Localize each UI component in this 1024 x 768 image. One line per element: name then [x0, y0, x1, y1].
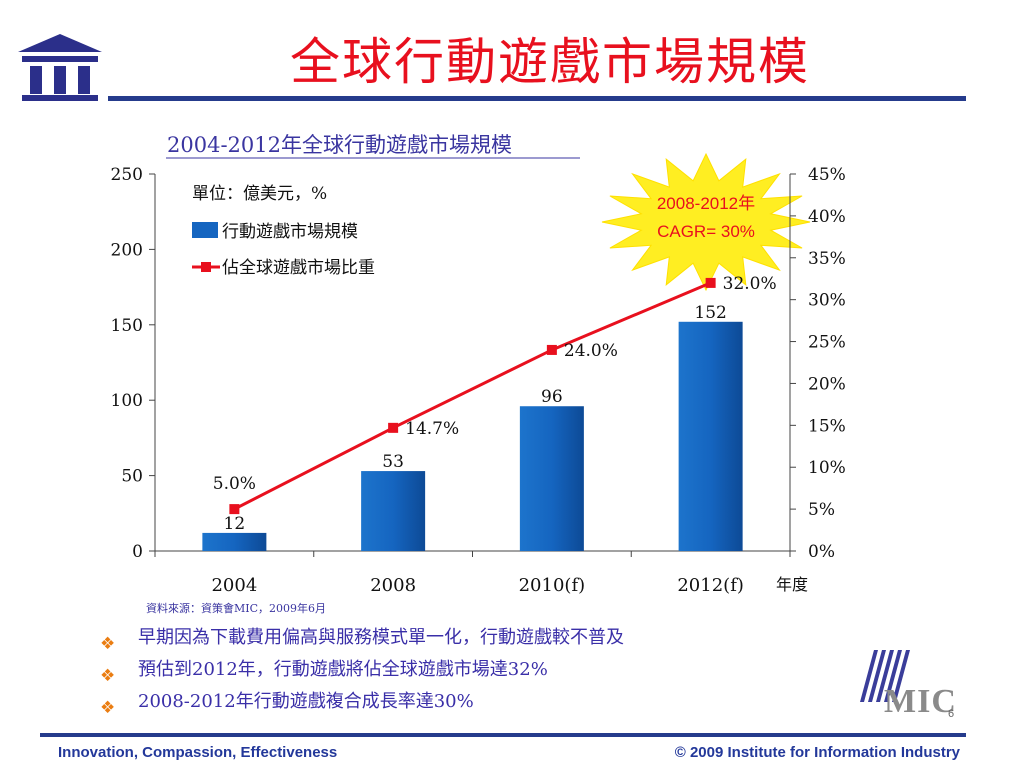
diamond-bullet-icon: ❖ — [100, 698, 116, 718]
legend-line-label: 佔全球遊戲市場比重 — [222, 258, 375, 278]
bar — [202, 532, 267, 551]
line-value-label: 14.7% — [405, 419, 459, 439]
y-right-tick-label: 5% — [808, 500, 835, 520]
y-left-tick-label: 150 — [111, 316, 143, 336]
y-left-tick-label: 0 — [132, 542, 143, 562]
y-right-tick-label: 0% — [808, 542, 835, 562]
bullet-item: ❖ 預估到2012年，行動遊戲將佔全球遊戲市場達32% — [96, 654, 816, 686]
line-marker — [388, 422, 399, 433]
x-tick-label: 2008 — [370, 575, 416, 596]
y-right-tick-label: 35% — [808, 249, 846, 269]
bar-value-label: 53 — [382, 452, 404, 472]
chart-title: 2004-2012年全球行動遊戲市場規模 — [167, 133, 512, 157]
y-right-tick-label: 45% — [808, 165, 846, 185]
bar — [678, 321, 743, 551]
footer-copyright: © 2009 Institute for Information Industr… — [674, 744, 960, 761]
cagr-callout: 2008-2012年 CAGR= 30% — [601, 152, 811, 292]
y-right-tick-label: 10% — [808, 458, 846, 478]
x-tick-label: 2004 — [211, 575, 257, 596]
line-value-label: 24.0% — [564, 341, 618, 361]
x-tick-label: 2012(f) — [677, 575, 744, 596]
line-value-label: 5.0% — [213, 474, 256, 494]
bar-value-label: 96 — [541, 387, 563, 407]
legend-bar-label: 行動遊戲市場規模 — [222, 222, 358, 242]
slide-number: 6 — [948, 708, 955, 720]
y-right-tick-label: 20% — [808, 374, 846, 394]
starburst-shape — [601, 152, 811, 292]
unit-note: 單位：億美元，% — [192, 184, 327, 204]
line-marker — [705, 277, 716, 288]
x-axis-label: 年度 — [776, 575, 808, 594]
bar-value-label: 12 — [224, 514, 246, 534]
y-left-tick-label: 250 — [111, 165, 143, 185]
bar — [519, 406, 584, 551]
diamond-bullet-icon: ❖ — [100, 634, 116, 654]
bar-series — [202, 321, 743, 551]
share-line — [233, 281, 712, 511]
bullet-list: ❖ 早期因為下載費用偏高與服務模式單一化，行動遊戲較不普及 ❖ 預估到2012年，行… — [96, 622, 816, 718]
title-rule — [108, 96, 966, 101]
y-right-tick-label: 25% — [808, 333, 846, 353]
cagr-line1: 2008-2012年 — [657, 194, 755, 213]
y-right-tick-label: 40% — [808, 207, 846, 227]
legend-bar-swatch — [192, 222, 218, 238]
legend-line-marker — [201, 262, 211, 272]
line-series — [229, 277, 716, 515]
x-tick-label: 2010(f) — [519, 575, 586, 596]
cagr-line2: CAGR= 30% — [657, 222, 755, 241]
line-marker — [546, 344, 557, 355]
bar-value-label: 152 — [694, 303, 726, 323]
source-note: 資料來源：資策會MIC，2009年6月 — [146, 601, 326, 615]
footer-rule — [40, 733, 966, 737]
mic-logo: MIC — [860, 650, 957, 718]
y-left-tick-label: 50 — [121, 467, 143, 487]
diamond-bullet-icon: ❖ — [100, 666, 116, 686]
y-right-tick-label: 30% — [808, 291, 846, 311]
line-marker — [229, 504, 240, 515]
svg-text:MIC: MIC — [884, 683, 957, 718]
bullet-item: ❖ 早期因為下載費用偏高與服務模式單一化，行動遊戲較不普及 — [96, 622, 816, 654]
data-labels: 12 53 96 152 5.0% 14.7% 24.0% 32.0% — [213, 274, 777, 534]
bar — [361, 471, 426, 551]
iii-logo — [18, 34, 102, 101]
slide-title: 全球行動遊戲市場規模 — [290, 33, 810, 91]
footer-tagline: Innovation, Compassion, Effectiveness — [58, 744, 338, 761]
bullet-item: ❖ 2008-2012年行動遊戲複合成長率達30% — [96, 686, 816, 718]
y-left-tick-label: 200 — [111, 240, 143, 260]
y-right-tick-label: 15% — [808, 416, 846, 436]
line-value-label: 32.0% — [723, 274, 777, 294]
y-left-tick-label: 100 — [111, 391, 143, 411]
